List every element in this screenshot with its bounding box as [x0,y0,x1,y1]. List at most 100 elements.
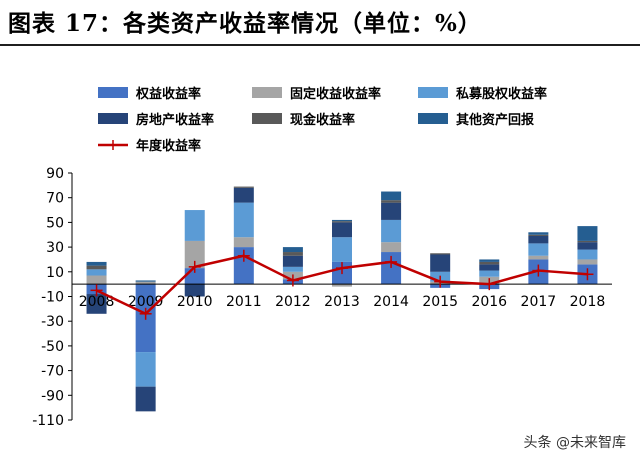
bar-2017-series-5 [528,234,549,236]
y-tick-label: -30 [41,314,64,330]
bar-2015-series-4 [430,254,451,272]
legend-label-6: 其他资产回报 [456,112,535,128]
watermark: 头条 @未来智库 [523,435,626,451]
bar-2008-series-5 [86,265,107,270]
y-tick-label: -70 [41,364,64,380]
annual-return-point-2009 [139,307,152,320]
x-tick-label-2010: 2010 [177,294,213,310]
legend-swatch-2 [252,87,282,98]
bar-2013-series-3 [332,237,352,262]
x-tick-label-2008: 2008 [79,294,115,310]
annual-return-point-2016 [483,278,496,291]
legend-swatch-1 [98,87,128,98]
bar-2017-series-4 [528,235,549,244]
bar-2014-series-1 [381,252,402,285]
title-rule [0,44,640,46]
bar-2011-series-5 [233,186,254,188]
annual-return-point-2012 [286,274,299,287]
bar-2016-series-5 [479,261,500,265]
y-tick-label: 30 [46,240,64,256]
bar-2012-series-4 [282,255,303,267]
legend-label-5: 现金收益率 [290,112,355,128]
y-tick-label: -110 [32,413,64,429]
annual-return-point-2015 [434,275,447,288]
bar-2013-series-6 [332,219,352,222]
annual-return-point-2010 [188,260,201,273]
legend-swatch-line [98,140,128,150]
annual-return-point-2013 [336,262,348,275]
y-tick-label: -50 [41,339,64,355]
bar-2011-series-3 [233,202,254,238]
bar-2014-series-3 [381,219,402,243]
bar-2016-series-6 [479,259,500,262]
bar-2009-series-2 [135,281,156,285]
y-tick-label: -10 [41,290,64,306]
legend-swatch-5 [252,113,282,124]
bar-2011-series-2 [233,237,254,248]
bar-2009-series-3 [135,352,156,387]
bar-2011-series-4 [233,187,254,203]
x-tick-label-2016: 2016 [471,294,507,310]
y-tick-label: 70 [46,191,64,207]
annual-return-point-2018 [581,268,594,281]
bar-2017-series-2 [528,255,549,260]
bar-2014-series-5 [381,200,402,203]
bar-2016-series-3 [479,270,500,277]
bar-2014-series-6 [381,191,402,201]
bars [86,186,598,412]
bar-2008-series-6 [86,261,107,266]
annual-return-line [90,249,594,320]
bar-2010-series-4 [184,284,205,297]
bar-2014-series-4 [381,202,402,220]
x-tick-label-2015: 2015 [422,294,458,310]
bar-2018-series-2 [577,259,598,265]
x-tick-label-2014: 2014 [373,294,409,310]
legend-label-7: 年度收益率 [136,138,201,154]
y-tick-label: 10 [46,265,64,281]
annual-return-point-2014 [385,255,398,268]
legend-label-2: 固定收益收益率 [290,86,381,102]
annual-return-point-2008 [90,284,103,297]
x-tick-label-2018: 2018 [570,294,606,310]
x-tick-label-2017: 2017 [521,294,557,310]
bar-2018-series-6 [577,226,598,241]
bar-2008-series-2 [86,275,107,285]
x-tick-label-2013: 2013 [324,294,360,310]
bar-2017-series-3 [528,243,549,256]
legend-label-1: 权益收益率 [135,86,201,102]
bar-2009-series-4 [135,386,156,412]
bar-2018-series-4 [577,242,598,250]
x-tick-label-2011: 2011 [226,294,262,310]
legend-label-3: 私募股权收益率 [456,86,547,102]
legend-swatch-6 [418,113,448,124]
bar-2013-series-2 [332,284,352,287]
y-tick-label: 50 [46,215,64,231]
bar-2013-series-5 [332,221,352,223]
legend-swatch-3 [418,87,448,98]
bar-2018-series-5 [577,240,598,243]
annual-return-point-2017 [532,264,545,277]
annual-return-point-2011 [237,249,250,262]
bar-2016-series-4 [479,264,500,271]
bar-2017-series-6 [528,232,549,235]
y-tick-label: 90 [46,166,64,182]
legend-label-4: 房地产收益率 [136,112,214,128]
y-tick-label: -90 [41,388,64,404]
bar-2009-series-6 [135,280,156,282]
chart-title: 图表 17：各类资产收益率情况（单位：%） [8,10,482,37]
legend-swatch-4 [98,113,128,124]
bar-2014-series-2 [381,242,402,253]
bar-2012-series-6 [282,247,303,253]
x-tick-label-2012: 2012 [275,294,311,310]
bar-2015-series-5 [430,253,451,255]
bar-2013-series-4 [332,222,352,238]
bar-2018-series-3 [577,249,598,260]
bar-2010-series-2 [184,240,205,269]
bar-2010-series-3 [184,210,205,241]
bar-2008-series-3 [86,269,107,276]
bar-2012-series-5 [282,252,303,256]
